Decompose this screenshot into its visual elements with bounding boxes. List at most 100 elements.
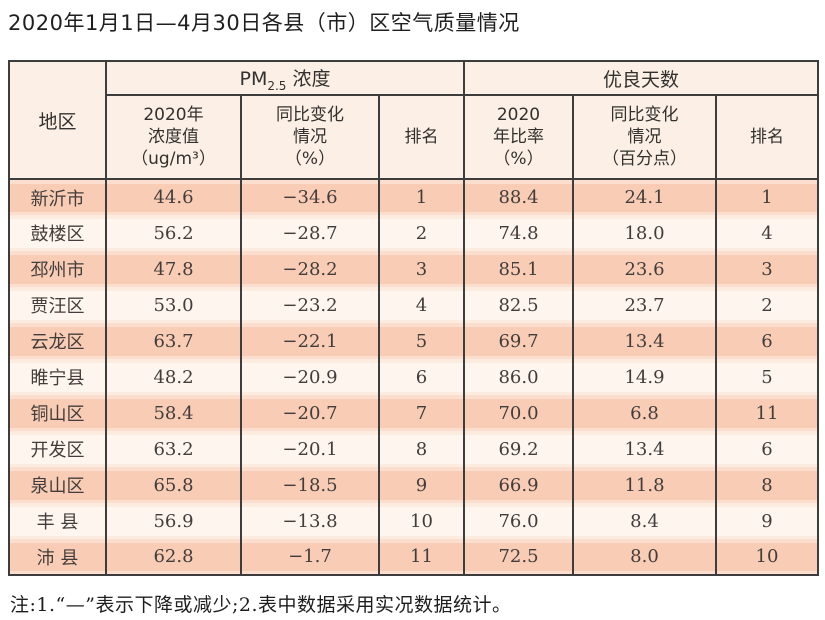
- pm-label: PM: [239, 67, 268, 90]
- region-cell: 新沂市: [8, 179, 106, 215]
- region-cell: 云龙区: [8, 323, 106, 359]
- table-row: 睢宁县 48.2 −20.9 6 86.0 14.9 5: [8, 359, 819, 395]
- value-cell: 11: [378, 539, 464, 575]
- page-title: 2020年1月1日—4月30日各县（市）区空气质量情况: [8, 11, 520, 35]
- value-cell: 72.5: [463, 539, 573, 575]
- value-cell: 48.2: [105, 359, 241, 395]
- value-cell: 76.0: [463, 503, 573, 539]
- table-row: 泉山区 65.8 −18.5 9 66.9 11.8 8: [8, 467, 819, 503]
- value-cell: 4: [378, 287, 464, 323]
- value-cell: 4: [714, 215, 819, 251]
- region-cell: 睢宁县: [8, 359, 106, 395]
- value-cell: 14.9: [572, 359, 716, 395]
- value-cell: 1: [378, 179, 464, 215]
- value-cell: 2: [714, 287, 819, 323]
- col-header-days-change: 同比变化 情况 （百分点）: [572, 95, 716, 180]
- value-cell: 18.0: [572, 215, 716, 251]
- value-cell: 5: [714, 359, 819, 395]
- value-cell: 11.8: [572, 467, 716, 503]
- value-cell: 63.2: [105, 431, 241, 467]
- value-cell: 65.8: [105, 467, 241, 503]
- value-cell: −23.2: [240, 287, 379, 323]
- value-cell: 88.4: [463, 179, 573, 215]
- footnote: 注:1.“—”表示下降或减少;2.表中数据采用实况数据统计。: [10, 594, 512, 616]
- region-cell: 泉山区: [8, 467, 106, 503]
- table-row: 开发区 63.2 −20.1 8 69.2 13.4 6: [8, 431, 819, 467]
- header-group-row: 地区 PM2.5 浓度 优良天数: [8, 61, 819, 180]
- value-cell: 63.7: [105, 323, 241, 359]
- value-cell: 13.4: [572, 323, 716, 359]
- table-row: 沛 县 62.8 −1.7 11 72.5 8.0 10: [8, 539, 819, 575]
- value-cell: 85.1: [463, 251, 573, 287]
- pm-suffix: 浓度: [286, 67, 331, 90]
- col-header-region: 地区: [8, 61, 106, 180]
- value-cell: 8.4: [572, 503, 716, 539]
- value-cell: 7: [378, 395, 464, 431]
- value-cell: 6.8: [572, 395, 716, 431]
- value-cell: 9: [714, 503, 819, 539]
- region-cell: 贾汪区: [8, 287, 106, 323]
- value-cell: 74.8: [463, 215, 573, 251]
- good-days-group-header: 优良天数: [462, 61, 819, 96]
- col-header-days-ratio: 2020 年比率 （%）: [463, 95, 573, 180]
- table-row: 云龙区 63.7 −22.1 5 69.7 13.4 6: [8, 323, 819, 359]
- value-cell: 44.6: [105, 179, 241, 215]
- value-cell: 62.8: [105, 539, 241, 575]
- value-cell: −34.6: [240, 179, 379, 215]
- value-cell: 6: [714, 431, 819, 467]
- value-cell: 2: [378, 215, 464, 251]
- value-cell: 23.7: [572, 287, 716, 323]
- region-cell: 开发区: [8, 431, 106, 467]
- value-cell: 6: [378, 359, 464, 395]
- region-cell: 铜山区: [8, 395, 106, 431]
- value-cell: −28.7: [240, 215, 379, 251]
- value-cell: 82.5: [463, 287, 573, 323]
- value-cell: 10: [378, 503, 464, 539]
- value-cell: 66.9: [463, 467, 573, 503]
- value-cell: 8: [714, 467, 819, 503]
- table-row: 新沂市 44.6 −34.6 1 88.4 24.1 1: [8, 179, 819, 215]
- table-row: 丰 县 56.9 −13.8 10 76.0 8.4 9: [8, 503, 819, 539]
- table-row: 鼓楼区 56.2 −28.7 2 74.8 18.0 4: [8, 215, 819, 251]
- table-row: 邳州市 47.8 −28.2 3 85.1 23.6 3: [8, 251, 819, 287]
- value-cell: 70.0: [463, 395, 573, 431]
- value-cell: −18.5: [240, 467, 379, 503]
- value-cell: 24.1: [572, 179, 716, 215]
- value-cell: 69.2: [463, 431, 573, 467]
- col-header-days-rank: 排名: [714, 95, 819, 180]
- value-cell: 9: [378, 467, 464, 503]
- header-sub-row: 2020年 浓度值 （ug/m³） 同比变化 情况 （%） 排名 2020 年比…: [9, 95, 819, 180]
- value-cell: 3: [714, 251, 819, 287]
- value-cell: 53.0: [105, 287, 241, 323]
- value-cell: −13.8: [240, 503, 379, 539]
- value-cell: 23.6: [572, 251, 716, 287]
- region-cell: 鼓楼区: [8, 215, 106, 251]
- value-cell: −20.7: [240, 395, 379, 431]
- value-cell: 6: [714, 323, 819, 359]
- value-cell: 11: [714, 395, 819, 431]
- value-cell: 58.4: [105, 395, 241, 431]
- region-cell: 邳州市: [8, 251, 106, 287]
- value-cell: 8.0: [572, 539, 716, 575]
- col-header-pm-rank: 排名: [378, 95, 464, 180]
- pm-subscript: 2.5: [267, 78, 287, 93]
- value-cell: 56.9: [105, 503, 241, 539]
- value-cell: 13.4: [572, 431, 716, 467]
- value-cell: 5: [378, 323, 464, 359]
- value-cell: −22.1: [240, 323, 379, 359]
- table-row: 铜山区 58.4 −20.7 7 70.0 6.8 11: [8, 395, 819, 431]
- value-cell: −1.7: [240, 539, 379, 575]
- pm25-group-header: PM2.5 浓度: [105, 61, 464, 96]
- value-cell: 69.7: [463, 323, 573, 359]
- col-header-pm-change: 同比变化 情况 （%）: [240, 95, 379, 180]
- value-cell: 1: [714, 179, 819, 215]
- value-cell: −28.2: [240, 251, 379, 287]
- value-cell: 56.2: [105, 215, 241, 251]
- table-row: 贾汪区 53.0 −23.2 4 82.5 23.7 2: [8, 287, 819, 323]
- value-cell: 86.0: [463, 359, 573, 395]
- value-cell: 3: [378, 251, 464, 287]
- value-cell: −20.9: [240, 359, 379, 395]
- value-cell: 47.8: [105, 251, 241, 287]
- air-quality-table: 地区 PM2.5 浓度 优良天数 2020年 浓度值 （ug/m³） 同比变化 …: [8, 60, 820, 576]
